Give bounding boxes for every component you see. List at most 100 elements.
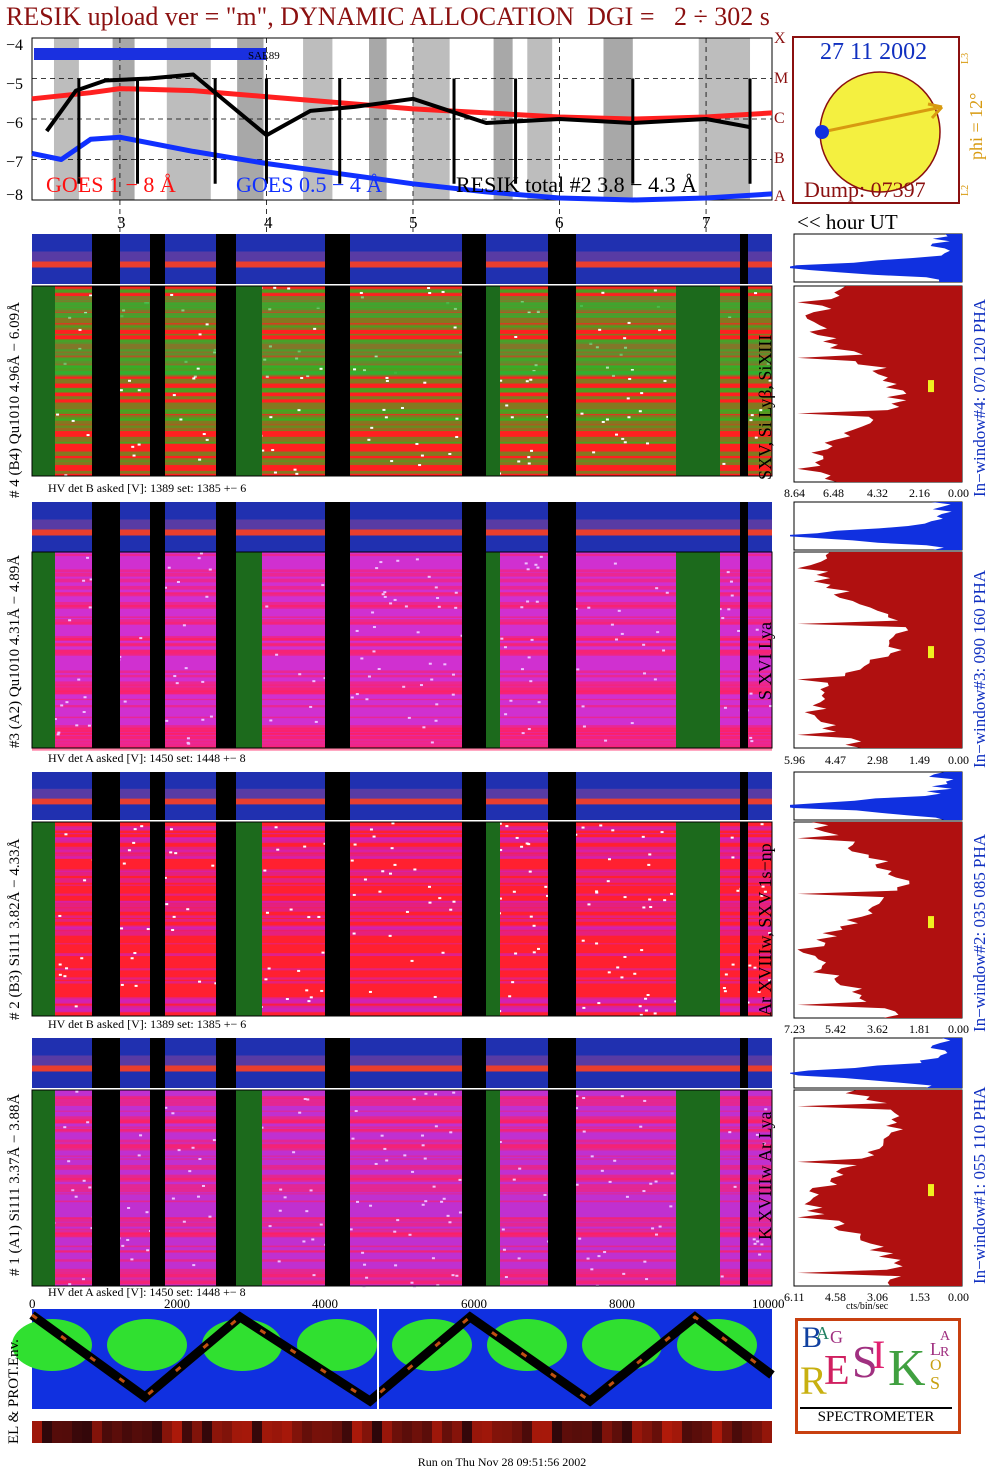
spectrogram-row bbox=[32, 346, 772, 352]
count-speck bbox=[576, 668, 580, 671]
logo-letter: E bbox=[824, 1348, 850, 1394]
count-speck bbox=[172, 394, 176, 397]
count-speck bbox=[369, 1204, 373, 1207]
count-speck bbox=[269, 719, 273, 722]
count-speck bbox=[512, 890, 516, 893]
strip-gap bbox=[740, 234, 748, 284]
count-speck bbox=[722, 462, 726, 465]
spectrogram-row bbox=[32, 418, 772, 421]
count-speck bbox=[511, 981, 515, 984]
count-speck bbox=[139, 1134, 143, 1137]
count-speck bbox=[300, 377, 304, 380]
count-speck bbox=[510, 416, 514, 419]
spectrogram-row bbox=[32, 908, 772, 912]
count-speck bbox=[611, 829, 615, 832]
count-speck bbox=[380, 1134, 384, 1137]
count-speck bbox=[75, 1090, 79, 1093]
count-speck bbox=[428, 901, 432, 904]
spectrogram-row bbox=[32, 605, 772, 609]
strip-gap bbox=[216, 1038, 236, 1088]
count-speck bbox=[581, 705, 585, 708]
spectrogram-row bbox=[32, 378, 772, 384]
hist-units: cts/bin/sec bbox=[846, 1301, 889, 1312]
detector-2-window: In−window#2: 035 085 PHA bbox=[970, 833, 989, 1032]
env-strip-cell bbox=[142, 1421, 152, 1443]
gap-column bbox=[32, 1090, 55, 1286]
gap-column bbox=[740, 822, 748, 1016]
count-speck bbox=[674, 1000, 678, 1003]
count-speck bbox=[410, 1281, 414, 1284]
spectrogram-row bbox=[32, 649, 772, 655]
spectrogram-row bbox=[32, 1167, 772, 1170]
count-speck bbox=[390, 847, 394, 850]
spectrogram-frame bbox=[31, 1089, 773, 1287]
gap-column bbox=[325, 1090, 350, 1286]
count-speck bbox=[448, 1221, 452, 1224]
strip-gap bbox=[92, 772, 120, 820]
count-speck bbox=[58, 973, 62, 976]
spectrogram-row bbox=[32, 325, 772, 330]
spectrogram-row bbox=[32, 732, 772, 735]
spectrogram-frame bbox=[31, 285, 773, 477]
hist-small-peak bbox=[790, 1038, 962, 1088]
spectrogram-row bbox=[32, 1272, 772, 1275]
count-speck bbox=[643, 1260, 647, 1263]
count-speck bbox=[271, 449, 275, 452]
spectrogram-row bbox=[32, 1116, 772, 1120]
env-strip-cell bbox=[522, 1421, 532, 1443]
count-speck bbox=[530, 449, 534, 452]
strip-gap bbox=[325, 772, 350, 820]
spectrogram-row bbox=[32, 1176, 772, 1182]
count-speck bbox=[623, 441, 627, 444]
count-speck bbox=[498, 1141, 502, 1144]
spectrogram-row bbox=[32, 716, 772, 719]
count-speck bbox=[140, 825, 144, 828]
spectrogram-row bbox=[32, 585, 772, 590]
env-strip-cell bbox=[502, 1421, 512, 1443]
spectrogram-row bbox=[32, 884, 772, 886]
count-speck bbox=[644, 1009, 648, 1012]
count-speck bbox=[88, 1186, 92, 1189]
count-speck bbox=[90, 1227, 94, 1230]
count-speck bbox=[640, 392, 644, 395]
hist-1-tick: 3.06 bbox=[867, 1290, 888, 1304]
count-speck bbox=[581, 939, 585, 942]
hist-3-tick: 5.96 bbox=[784, 753, 805, 767]
saa-bar bbox=[34, 48, 266, 60]
gap-column bbox=[92, 286, 120, 476]
count-speck bbox=[503, 646, 507, 649]
goes-lightcurve-plot bbox=[31, 37, 773, 234]
count-speck bbox=[423, 1157, 427, 1160]
gap-column bbox=[92, 822, 120, 1016]
count-speck bbox=[451, 1274, 455, 1277]
logo-caption: SPECTROMETER bbox=[800, 1407, 952, 1426]
count-speck bbox=[184, 667, 188, 670]
count-speck bbox=[595, 942, 599, 945]
count-speck bbox=[526, 600, 530, 603]
count-speck bbox=[418, 464, 422, 467]
env-strip-cell bbox=[492, 1421, 502, 1443]
count-speck bbox=[307, 1000, 311, 1003]
count-speck bbox=[605, 418, 609, 421]
count-speck bbox=[653, 1012, 657, 1015]
spectrogram-row bbox=[32, 333, 772, 336]
spectrogram-row bbox=[32, 396, 772, 399]
count-speck bbox=[499, 379, 503, 382]
legend-goes-long: GOES 1 − 8 Å bbox=[46, 172, 176, 197]
spectrogram-row bbox=[32, 674, 772, 678]
env-strip-cell bbox=[212, 1421, 222, 1443]
env-strip-cell bbox=[222, 1421, 232, 1443]
detector-3-lines: S XVI Lya bbox=[755, 622, 775, 700]
count-speck bbox=[198, 1158, 202, 1161]
env-green-region bbox=[297, 1319, 377, 1371]
count-speck bbox=[68, 619, 72, 622]
spectrogram-row bbox=[32, 409, 772, 412]
spectrogram-row bbox=[32, 1119, 772, 1124]
count-speck bbox=[351, 1137, 355, 1140]
count-speck bbox=[527, 728, 531, 731]
count-speck bbox=[718, 608, 722, 611]
count-speck bbox=[416, 631, 420, 634]
count-speck bbox=[452, 1091, 456, 1094]
gap-column bbox=[548, 1090, 576, 1286]
env-strip-cell bbox=[542, 1421, 552, 1443]
